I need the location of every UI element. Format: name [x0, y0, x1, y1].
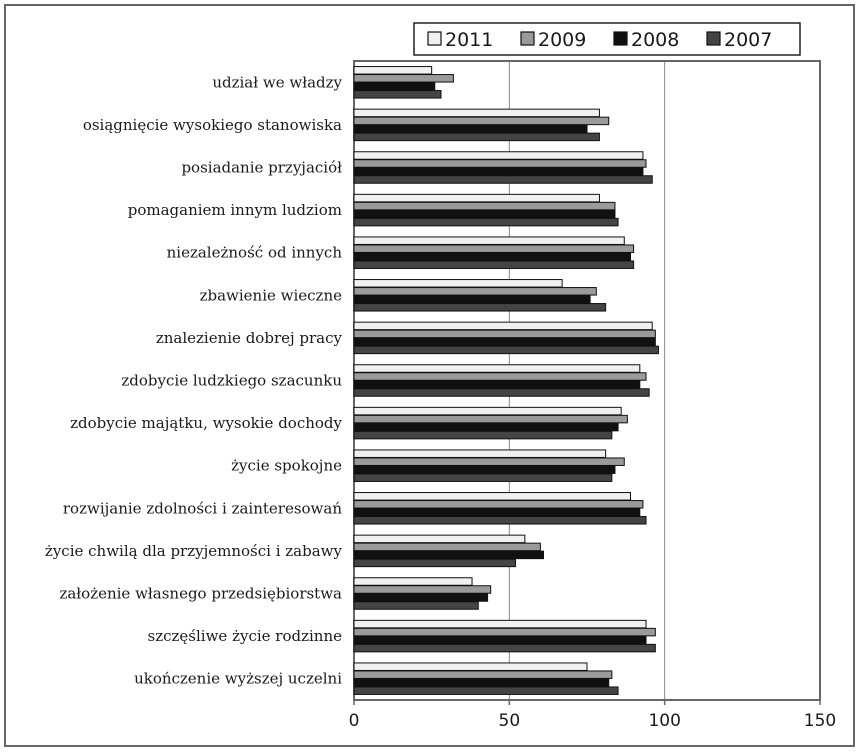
bar-2007 [353, 516, 647, 525]
bar-2008 [353, 380, 641, 389]
bar-2007 [353, 260, 635, 269]
x-tick-label: 50 [499, 711, 521, 731]
bar-2011 [353, 492, 631, 501]
bar-2008 [353, 678, 610, 687]
x-axis-ticks: 0 50 100 150 [349, 700, 836, 731]
bar-2007 [353, 303, 607, 312]
category-label: osiągnięcie wysokiego stanowiska [83, 116, 342, 134]
legend-swatch-2008 [613, 31, 628, 46]
bar-2009 [353, 159, 647, 168]
bar-2007 [353, 90, 442, 99]
category-label: szczęśliwe życie rodzinne [148, 627, 343, 645]
bar-2007 [353, 558, 517, 568]
category-label: życie spokojne [231, 457, 342, 475]
legend-label: 2007 [724, 29, 772, 51]
category-label: zdobycie ludzkiego szacunku [121, 372, 342, 390]
bar-2007 [353, 345, 659, 355]
category-label: pomaganiem innym ludziom [128, 201, 342, 219]
chart-frame: udział we władzy osiągnięcie wysokiego st… [4, 4, 855, 747]
bar-2007 [353, 601, 479, 610]
bar-2011 [353, 662, 588, 671]
bar-2008 [353, 295, 591, 304]
legend-swatch-2009 [520, 31, 535, 46]
bar-2007 [353, 217, 619, 227]
bar-2011 [353, 236, 625, 245]
x-tick-label: 100 [648, 711, 680, 731]
bar-2009 [353, 585, 492, 594]
bar-2008 [353, 635, 647, 645]
bar-2009 [353, 670, 613, 679]
bar-2009 [353, 627, 656, 637]
bar-2009 [353, 201, 616, 211]
bar-2007 [353, 643, 656, 653]
bar-2008 [353, 82, 436, 91]
bar-2008 [353, 465, 616, 474]
bar-2011 [353, 108, 600, 118]
bar-2008 [353, 593, 489, 602]
bar-2008 [353, 550, 545, 560]
bar-2007 [353, 175, 653, 184]
bar-2008 [353, 209, 616, 219]
category-label: posiadanie przyjaciół [181, 159, 342, 177]
category-label: zdobycie majątku, wysokie dochody [70, 414, 342, 432]
bar-2008 [353, 167, 644, 176]
bars [353, 66, 659, 695]
bar-2007 [353, 430, 613, 440]
category-label: ukończenie wyższej uczelni [134, 670, 342, 688]
bar-2011 [353, 577, 473, 586]
bar-2011 [353, 321, 653, 331]
legend-box [413, 22, 801, 56]
bar-chart: udział we władzy osiągnięcie wysokiego st… [45, 22, 836, 731]
bar-2011 [353, 364, 641, 373]
category-label: znalezienie dobrej pracy [156, 329, 343, 347]
legend-label: 2011 [445, 29, 493, 51]
bar-2008 [353, 124, 588, 134]
bar-2009 [353, 457, 625, 466]
bar-2009 [353, 414, 628, 424]
bar-2007 [353, 132, 600, 142]
bar-2008 [353, 252, 631, 261]
bar-2011 [353, 193, 600, 203]
category-labels: udział we władzy osiągnięcie wysokiego st… [45, 73, 343, 687]
bar-2009 [353, 372, 647, 381]
legend: 2011 2009 2008 2007 [413, 22, 801, 56]
bar-2009 [353, 116, 610, 126]
bar-2008 [353, 422, 619, 432]
bar-2011 [353, 279, 563, 288]
legend-swatch-2011 [427, 31, 442, 46]
bar-2008 [353, 337, 656, 347]
category-label: życie chwilą dla przyjemności i zabawy [45, 542, 343, 560]
bar-2007 [353, 473, 613, 482]
category-label: zbawienie wieczne [200, 286, 343, 304]
bar-2011 [353, 534, 526, 544]
bar-2011 [353, 406, 622, 416]
bar-2011 [353, 619, 647, 629]
category-label: niezależność od innych [167, 244, 343, 262]
x-tick-label: 150 [804, 711, 836, 731]
bar-2009 [353, 500, 644, 509]
bar-2011 [353, 449, 607, 458]
bar-2009 [353, 329, 656, 339]
bar-2011 [353, 151, 644, 160]
category-label: udział we władzy [212, 73, 342, 91]
legend-label: 2008 [631, 29, 679, 51]
bar-2009 [353, 244, 635, 253]
category-label: rozwijanie zdolności i zainteresowań [63, 499, 342, 517]
legend-swatch-2007 [706, 31, 721, 46]
bar-2008 [353, 508, 641, 517]
bar-2007 [353, 686, 619, 695]
bar-2011 [353, 66, 433, 75]
category-label: założenie własnego przedsiębiorstwa [59, 585, 342, 603]
bar-2009 [353, 542, 541, 552]
legend-label: 2009 [538, 29, 586, 51]
bar-2007 [353, 388, 650, 397]
bar-2009 [353, 287, 597, 296]
bar-2009 [353, 74, 454, 83]
x-tick-label: 0 [349, 711, 360, 731]
